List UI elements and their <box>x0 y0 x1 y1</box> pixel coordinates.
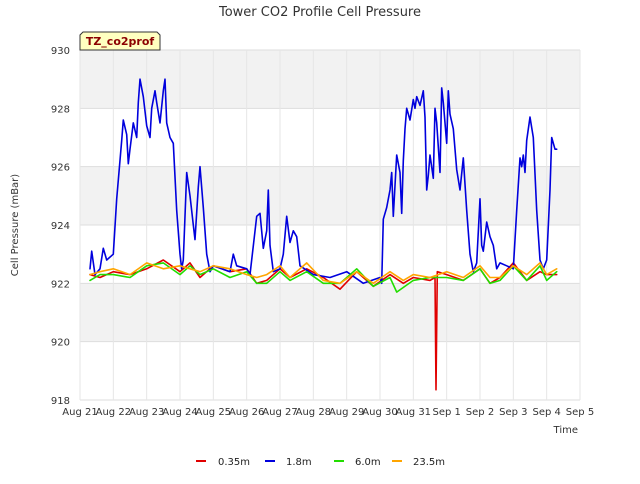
y-tick-label: 924 <box>51 221 70 232</box>
series-lines <box>89 78 558 391</box>
x-tick-label: Aug 30 <box>362 407 397 418</box>
series-line-23.5m <box>89 262 558 285</box>
x-tick-label: Sep 4 <box>532 407 560 418</box>
background-band <box>80 50 580 109</box>
background-band <box>80 166 580 225</box>
y-tick-label: 922 <box>51 279 70 290</box>
y-tick-label: 930 <box>51 46 70 57</box>
x-tick-label: Aug 25 <box>196 407 231 418</box>
legend-label-23.5m: 23.5m <box>413 457 445 468</box>
x-tick-label: Aug 29 <box>329 407 364 418</box>
legend-label-0.35m: 0.35m <box>218 457 250 468</box>
x-tick-label: Aug 31 <box>396 407 431 418</box>
badge-label: TZ_co2prof <box>86 35 155 48</box>
background-band <box>80 341 580 400</box>
y-tick-label: 920 <box>51 338 70 349</box>
x-tick-label: Aug 27 <box>262 407 297 418</box>
badge: TZ_co2prof <box>79 31 161 51</box>
legend-label-6.0m: 6.0m <box>355 457 381 468</box>
legend: 0.35m 1.8m 6.0m 23.5m <box>196 457 445 468</box>
background-band <box>80 283 580 342</box>
gridlines <box>79 49 581 401</box>
x-tick-label: Sep 1 <box>432 407 460 418</box>
y-tick-label: 928 <box>51 104 70 115</box>
x-axis-label: Time <box>553 425 578 436</box>
x-tick-label: Sep 5 <box>566 407 594 418</box>
x-tick-label: Aug 23 <box>129 407 164 418</box>
y-tick-label: 918 <box>51 396 70 407</box>
legend-label-1.8m: 1.8m <box>286 457 312 468</box>
y-axis-ticks: 918 920 922 924 926 928 930 <box>51 46 70 407</box>
y-tick-label: 926 <box>51 163 70 174</box>
chart-title: Tower CO2 Profile Cell Pressure <box>218 5 421 20</box>
series-line-1.8m <box>89 78 558 285</box>
x-tick-label: Aug 21 <box>62 407 97 418</box>
background-band <box>80 108 580 167</box>
y-axis-label: Cell Pressure (mBar) <box>10 174 21 276</box>
background-bands <box>80 50 580 400</box>
x-tick-label: Sep 3 <box>499 407 527 418</box>
x-tick-label: Aug 26 <box>229 407 264 418</box>
x-tick-label: Aug 28 <box>296 407 331 418</box>
x-tick-label: Aug 22 <box>96 407 131 418</box>
series-line-6.0m <box>89 262 558 293</box>
background-band <box>80 225 580 284</box>
x-tick-label: Aug 24 <box>162 407 197 418</box>
x-tick-label: Sep 2 <box>466 407 494 418</box>
badge-box <box>79 31 161 51</box>
